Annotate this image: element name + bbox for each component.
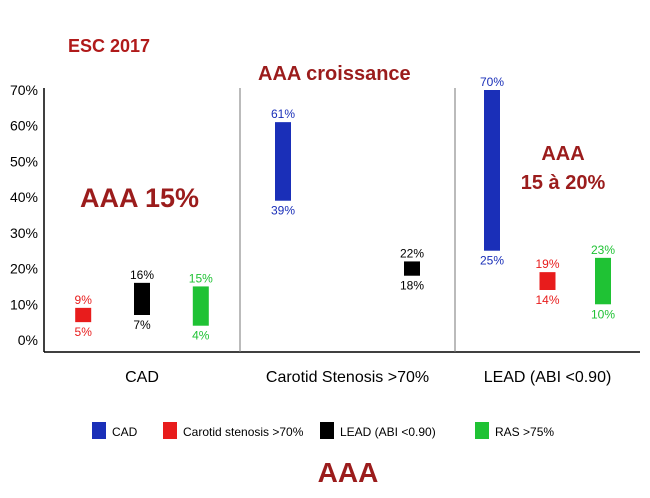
legend-swatch bbox=[320, 422, 334, 439]
bar-low-label: 14% bbox=[535, 293, 559, 307]
legend: CAD Carotid stenosis >70% LEAD (ABI <0.90)… bbox=[92, 422, 554, 439]
y-tick-label: 40% bbox=[10, 189, 38, 205]
legend-label: LEAD (ABI <0.90) bbox=[340, 425, 436, 439]
category-label: CAD bbox=[125, 369, 159, 386]
panel3-annotation-line2: 15 à 20% bbox=[521, 172, 606, 194]
bar-low-label: 39% bbox=[271, 204, 295, 218]
legend-label: RAS >75% bbox=[495, 425, 554, 439]
panel1-annotation: AAA 15% bbox=[80, 183, 199, 213]
y-tick-label: 70% bbox=[10, 82, 38, 98]
legend-swatch bbox=[163, 422, 177, 439]
category-labels: CAD Carotid Stenosis >70% LEAD (ABI <0.90) bbox=[125, 369, 611, 386]
legend-label: Carotid stenosis >70% bbox=[183, 425, 304, 439]
bar-high-label: 15% bbox=[189, 271, 213, 285]
legend-label: CAD bbox=[112, 425, 138, 439]
category-label: LEAD (ABI <0.90) bbox=[484, 369, 612, 386]
legend-swatch bbox=[475, 422, 489, 439]
bar-high-label: 9% bbox=[75, 293, 93, 307]
header-label: ESC 2017 bbox=[68, 36, 150, 56]
bars-group: 9% 5% 16% 7% 15% 4% 61% 39% 22% 18% 70% 25% 19% 14% 23… bbox=[75, 75, 616, 343]
bar-high-label: 61% bbox=[271, 107, 295, 121]
bar-high-label: 70% bbox=[480, 75, 504, 89]
y-axis-ticks: 0% 10% 20% 30% 40% 50% 60% 70% bbox=[10, 82, 38, 348]
category-label: Carotid Stenosis >70% bbox=[266, 369, 429, 386]
bar bbox=[134, 282, 150, 315]
bar-low-label: 25% bbox=[480, 254, 504, 268]
y-tick-label: 60% bbox=[10, 118, 38, 134]
bar-low-label: 4% bbox=[192, 329, 210, 343]
bar-high-label: 19% bbox=[535, 257, 559, 271]
bar-high-label: 16% bbox=[130, 268, 154, 282]
bar bbox=[404, 261, 420, 276]
bar-high-label: 22% bbox=[400, 246, 424, 260]
panel3-annotation-line1: AAA bbox=[541, 143, 584, 165]
bar-low-label: 7% bbox=[133, 318, 151, 332]
panel2-annotation: AAA croissance bbox=[258, 63, 411, 85]
y-tick-label: 20% bbox=[10, 261, 38, 277]
y-tick-label: 10% bbox=[10, 296, 38, 312]
bar bbox=[484, 90, 500, 251]
y-tick-label: 50% bbox=[10, 153, 38, 169]
bar bbox=[75, 307, 92, 323]
bar-low-label: 5% bbox=[75, 325, 93, 339]
y-tick-label: 0% bbox=[18, 332, 38, 348]
bar-low-label: 10% bbox=[591, 307, 615, 321]
bar bbox=[275, 122, 291, 201]
bar bbox=[192, 286, 209, 326]
bar bbox=[595, 257, 611, 305]
bar bbox=[539, 272, 556, 290]
legend-swatch bbox=[92, 422, 106, 439]
bar-low-label: 18% bbox=[400, 279, 424, 293]
footer-label: AAA bbox=[318, 457, 379, 488]
y-tick-label: 30% bbox=[10, 225, 38, 241]
bar-high-label: 23% bbox=[591, 243, 615, 257]
